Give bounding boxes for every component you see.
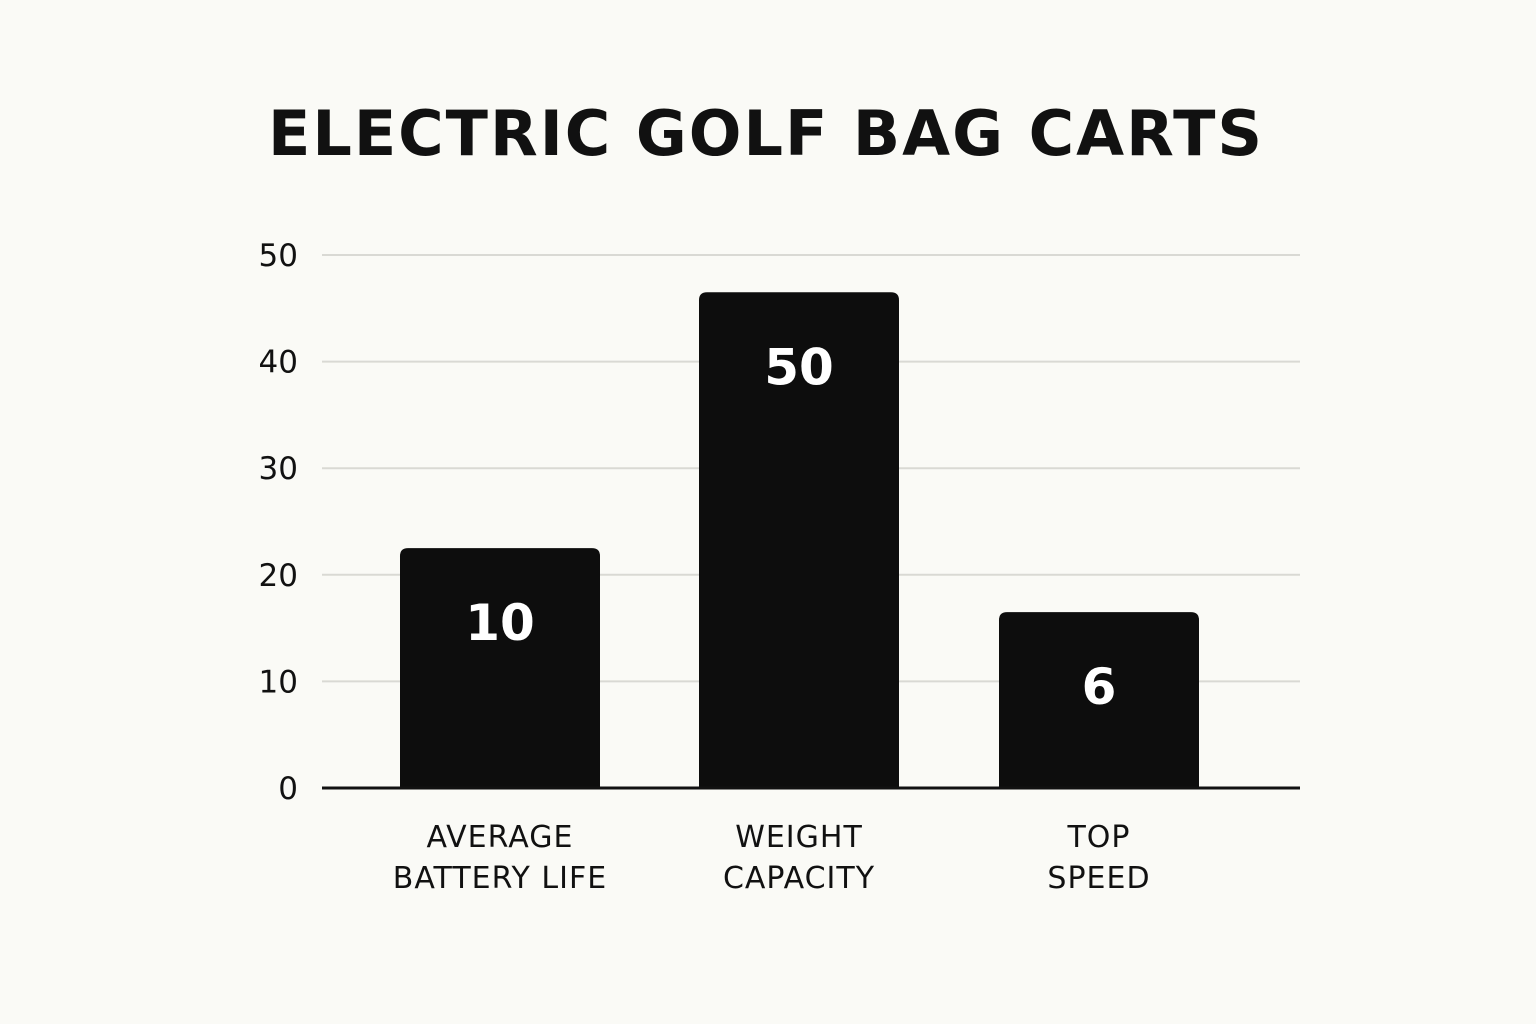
y-tick-label: 0 xyxy=(278,771,298,807)
x-axis: AVERAGE BATTERY LIFE WEIGHT CAPACITY TOP SPEE… xyxy=(322,786,1300,896)
bar xyxy=(699,292,899,788)
x-tick-label: BATTERY LIFE xyxy=(393,861,607,896)
y-axis: 0 10 20 30 40 50 xyxy=(259,238,298,807)
x-tick-label: SPEED xyxy=(1047,861,1150,896)
bar-value-label: 6 xyxy=(1082,658,1117,716)
bar-value-label: 50 xyxy=(764,338,834,396)
bar-value-label: 10 xyxy=(465,594,535,652)
bars: 10 50 6 xyxy=(400,292,1199,788)
chart-title: ELECTRIC GOLF BAG CARTS xyxy=(268,97,1264,170)
x-tick-label: CAPACITY xyxy=(723,861,875,896)
y-tick-label: 30 xyxy=(259,451,298,487)
x-tick-label: TOP xyxy=(1066,820,1130,855)
y-tick-label: 40 xyxy=(259,345,298,381)
bar xyxy=(999,612,1199,788)
y-tick-label: 10 xyxy=(259,664,298,700)
y-tick-label: 20 xyxy=(259,558,298,594)
bar xyxy=(400,548,600,788)
y-tick-label: 50 xyxy=(259,238,298,274)
x-tick-label: WEIGHT xyxy=(735,820,863,855)
x-tick-label: AVERAGE xyxy=(427,820,574,855)
